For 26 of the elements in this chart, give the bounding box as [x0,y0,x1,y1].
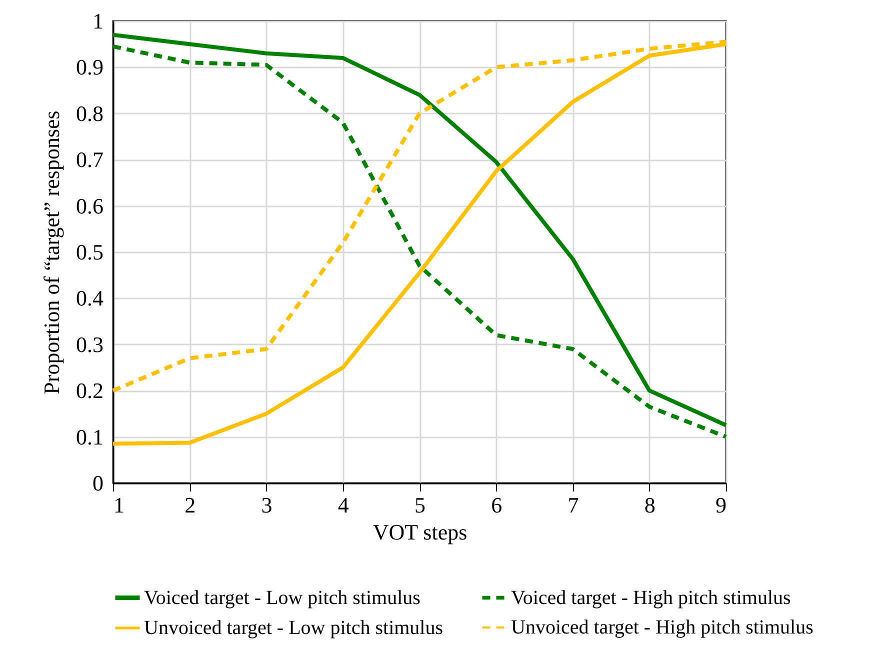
y-tick-label: 0.6 [76,193,104,218]
y-tick-label: 0.3 [76,332,104,357]
y-tick-label: 0.8 [76,100,104,126]
y-tick-label: 0.7 [76,147,104,172]
legend-label: Unvoiced target - Low pitch stimulus [144,617,444,639]
y-tick-label: 0.1 [76,424,104,450]
legend-label: Voiced target - High pitch stimulus [511,586,791,609]
y-tick-label: 0.4 [76,286,104,311]
x-tick-label: 2 [184,492,196,518]
x-tick-label: 1 [114,492,124,518]
x-axis-title: VOT steps [372,520,468,544]
legend-label: Voiced target - Low pitch stimulus [144,586,421,609]
x-tick-label: 7 [568,492,579,518]
x-tick-label: 4 [338,492,349,518]
x-tick-label: 3 [261,492,272,518]
legend-label: Unvoiced target - High pitch stimulus [511,616,814,638]
y-tick-label: 1 [92,8,104,34]
y-tick-label: 0 [92,470,104,496]
y-tick-label: 0.5 [76,240,104,264]
x-tick-label: 8 [644,492,656,518]
y-tick-label: 0.2 [76,378,104,404]
x-tick-label: 9 [716,492,726,518]
y-axis-title: Proportion of “target” responses [39,110,64,394]
x-tick-label: 5 [414,492,426,518]
y-tick-label: 0.9 [76,54,104,80]
x-tick-label: 6 [491,492,502,518]
